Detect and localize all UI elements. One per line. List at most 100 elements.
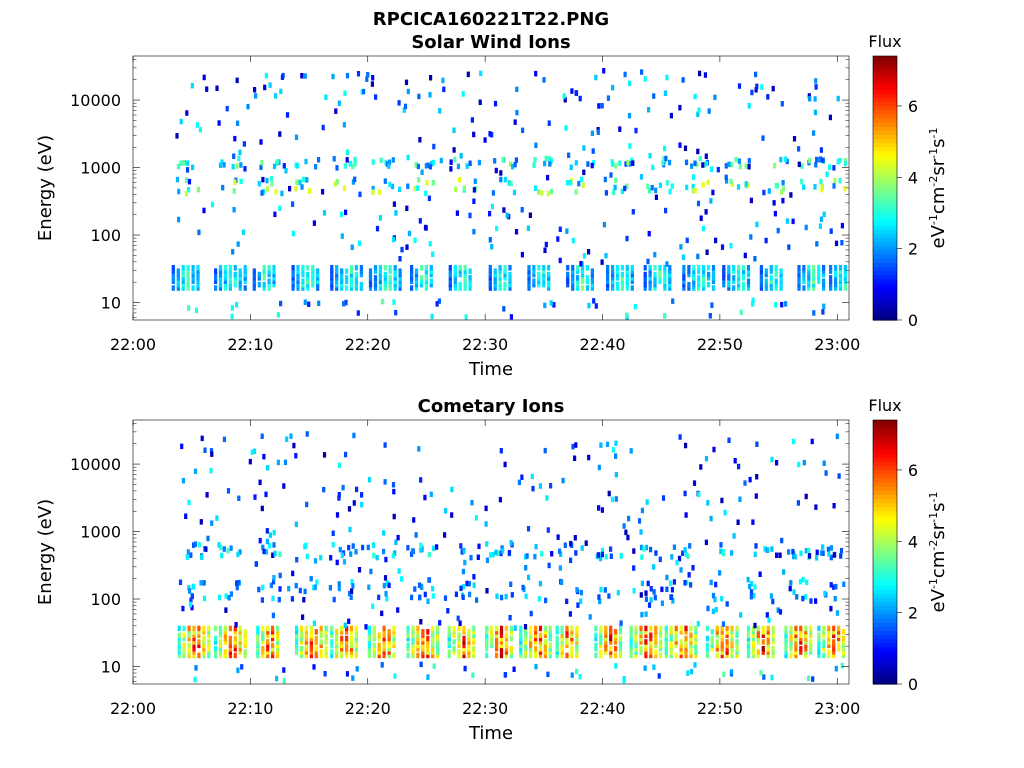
heatmap-cell bbox=[233, 265, 237, 271]
heatmap-cell bbox=[335, 559, 339, 566]
heatmap-cell bbox=[606, 275, 610, 281]
heatmap-cell bbox=[412, 517, 416, 523]
heatmap-cell bbox=[452, 632, 456, 638]
heatmap-cell bbox=[233, 652, 237, 659]
heatmap-cell bbox=[793, 554, 797, 560]
heatmap-cell bbox=[771, 639, 775, 645]
heatmap-cell bbox=[410, 271, 414, 278]
heatmap-cell bbox=[471, 672, 475, 678]
heatmap-cell bbox=[218, 265, 223, 271]
heatmap-cell bbox=[839, 553, 843, 559]
heatmap-cell bbox=[299, 652, 304, 659]
heatmap-cell bbox=[309, 646, 313, 652]
heatmap-cell bbox=[243, 271, 247, 278]
heatmap-cell bbox=[347, 590, 352, 597]
heatmap-cell bbox=[732, 268, 736, 274]
heatmap-cell bbox=[463, 278, 467, 284]
heatmap-cell bbox=[764, 285, 768, 291]
heatmap-cell bbox=[181, 605, 185, 612]
heatmap-cell bbox=[377, 649, 381, 655]
heatmap-cell bbox=[693, 187, 697, 194]
heatmap-cell bbox=[720, 244, 725, 250]
heatmap-cell bbox=[272, 575, 276, 581]
heatmap-cell bbox=[547, 271, 551, 278]
heatmap-cell bbox=[684, 512, 688, 518]
heatmap-cell bbox=[794, 639, 798, 645]
heatmap-cell bbox=[266, 632, 270, 638]
heatmap-cell bbox=[807, 93, 811, 99]
heatmap-cell bbox=[766, 642, 770, 649]
heatmap-cell bbox=[354, 632, 358, 638]
heatmap-cell bbox=[538, 580, 542, 587]
heatmap-cell bbox=[780, 301, 784, 308]
heatmap-cell bbox=[457, 632, 461, 638]
heatmap-cell bbox=[426, 652, 430, 659]
heatmap-cell bbox=[280, 74, 284, 80]
heatmap-cell bbox=[354, 281, 358, 288]
heatmap-cell bbox=[357, 567, 362, 573]
heatmap-cell bbox=[328, 585, 332, 591]
colorbar-segment bbox=[873, 556, 897, 561]
heatmap-cell bbox=[296, 271, 300, 278]
heatmap-cell bbox=[414, 162, 418, 168]
heatmap-cell bbox=[576, 278, 580, 284]
heatmap-cell bbox=[769, 278, 773, 284]
heatmap-cell bbox=[238, 278, 242, 284]
heatmap-cell bbox=[547, 281, 551, 288]
heatmap-cell bbox=[689, 632, 693, 638]
heatmap-cell bbox=[192, 632, 196, 638]
colorbar-segment bbox=[873, 659, 897, 664]
heatmap-cell bbox=[604, 632, 608, 638]
heatmap-cell bbox=[354, 271, 358, 278]
heatmap-cell bbox=[503, 281, 507, 288]
heatmap-cell bbox=[842, 639, 846, 645]
heatmap-cell bbox=[609, 635, 613, 642]
heatmap-cell bbox=[789, 580, 793, 586]
heatmap-cell bbox=[730, 646, 734, 652]
heatmap-cell bbox=[304, 542, 308, 548]
heatmap-cell bbox=[271, 552, 275, 558]
heatmap-cell bbox=[843, 271, 847, 278]
heatmap-cell bbox=[452, 625, 456, 632]
heatmap-cell bbox=[411, 639, 415, 645]
heatmap-cell bbox=[340, 552, 344, 559]
heatmap-cell bbox=[223, 635, 227, 642]
heatmap-cell bbox=[276, 649, 280, 655]
heatmap-cell bbox=[268, 82, 272, 88]
heatmap-cell bbox=[560, 625, 564, 632]
heatmap-cell bbox=[319, 625, 323, 632]
heatmap-cell bbox=[563, 542, 567, 548]
heatmap-cell bbox=[423, 494, 427, 501]
heatmap-cell bbox=[335, 639, 339, 645]
heatmap-cell bbox=[755, 474, 759, 480]
heatmap-cell bbox=[715, 639, 719, 645]
heatmap-cell bbox=[605, 441, 610, 448]
heatmap-cell bbox=[432, 545, 436, 552]
heatmap-cell bbox=[802, 285, 806, 291]
heatmap-cell bbox=[298, 587, 302, 594]
heatmap-cell bbox=[761, 135, 765, 141]
heatmap-cell bbox=[683, 547, 687, 553]
heatmap-cell bbox=[753, 256, 757, 262]
heatmap-cell bbox=[702, 285, 706, 291]
heatmap-cell bbox=[419, 583, 423, 590]
heatmap-cell bbox=[313, 584, 317, 590]
heatmap-cell bbox=[252, 278, 256, 284]
heatmap-cell bbox=[762, 674, 766, 680]
heatmap-cell bbox=[519, 642, 523, 649]
heatmap-cell bbox=[414, 275, 419, 281]
heatmap-cell bbox=[463, 281, 467, 288]
heatmap-cell bbox=[490, 629, 494, 635]
heatmap-cell bbox=[771, 598, 775, 605]
heatmap-cell bbox=[670, 594, 674, 600]
heatmap-cell bbox=[707, 265, 711, 271]
heatmap-cell bbox=[571, 268, 575, 274]
heatmap-cell bbox=[459, 543, 463, 549]
heatmap-cell bbox=[256, 639, 260, 645]
heatmap-cell bbox=[679, 639, 683, 645]
heatmap-cell bbox=[705, 646, 709, 652]
heatmap-cell bbox=[813, 96, 817, 102]
heatmap-cell bbox=[393, 278, 397, 284]
heatmap-cell bbox=[345, 275, 349, 281]
heatmap-cell bbox=[187, 646, 191, 652]
